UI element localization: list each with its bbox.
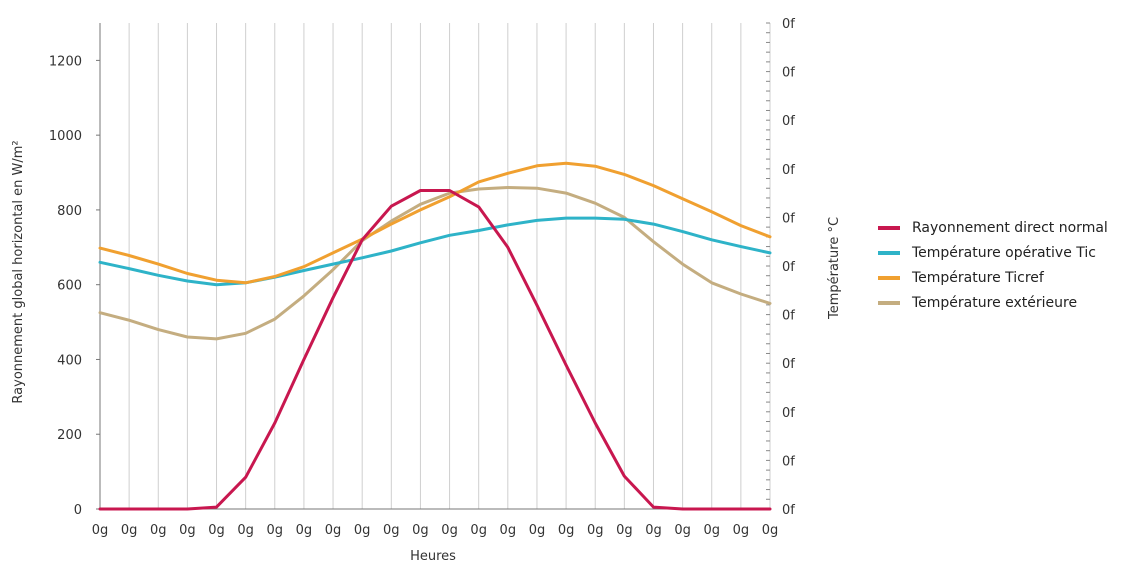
series-line-2 [98, 161, 772, 285]
x-axis-tick-label: 0g [354, 523, 371, 538]
legend-item: Température opérative Tic [878, 241, 1108, 265]
x-axis-tick-label: 0g [674, 523, 691, 538]
x-axis-tick-label: 0g [762, 523, 779, 538]
legend-swatch [878, 251, 900, 255]
x-axis-tick-label: 0g [267, 523, 284, 538]
legend-item: Rayonnement direct normal [878, 216, 1108, 240]
x-axis-tick-label: 0g [616, 523, 633, 538]
chart-legend: Rayonnement direct normal Température opé… [878, 216, 1108, 316]
x-axis-tick-label: 0g [325, 523, 342, 538]
chart-series [98, 161, 772, 511]
left-axis-tick-label: 400 [57, 353, 82, 368]
x-axis-tick-label: 0g [470, 523, 487, 538]
x-axis-tick-label: 0g [733, 523, 750, 538]
legend-swatch [878, 301, 900, 305]
left-axis-title: Rayonnement global horizontal en W/m² [11, 140, 26, 403]
legend-label: Température Ticref [912, 270, 1044, 286]
x-axis-tick-label: 0g [179, 523, 196, 538]
left-axis-tick-label: 1000 [49, 129, 82, 144]
right-axis-title: Température °C [827, 217, 842, 320]
x-axis-tick-label: 0g [92, 523, 109, 538]
x-axis-tick-label: 0g [237, 523, 254, 538]
x-axis-tick-label: 0g [558, 523, 575, 538]
right-axis-tick-label: 0f [782, 309, 795, 324]
left-axis-tick-label: 200 [57, 428, 82, 443]
x-axis-tick-label: 0g [412, 523, 429, 538]
chart-grid [99, 23, 771, 509]
right-axis-tick-label: 0f [782, 211, 795, 226]
x-axis-tick-label: 0g [208, 523, 225, 538]
series-line-0 [98, 189, 772, 511]
x-axis-tick-label: 0g [441, 523, 458, 538]
left-axis-ticks: 0 200 400 600 800 1000 1200 [49, 54, 100, 518]
right-axis-tick-label: 0f [782, 406, 795, 421]
x-axis-tick-label: 0g [703, 523, 720, 538]
right-axis-tick-label: 0f [782, 260, 795, 275]
legend-label: Rayonnement direct normal [912, 220, 1108, 236]
x-axis-tick-label: 0g [383, 523, 400, 538]
left-axis-tick-label: 0 [74, 503, 82, 518]
x-axis-title: Heures [410, 549, 456, 564]
legend-swatch [878, 276, 900, 280]
legend-swatch [878, 226, 900, 230]
right-axis-tick-label: 0f [782, 454, 795, 469]
x-axis-ticks: 0g 0g 0g 0g 0g 0g 0g 0g 0g 0g 0g 0g 0g 0g 0g 0g 0g 0g 0g 0g… [92, 523, 779, 538]
legend-label: Température opérative Tic [912, 245, 1096, 261]
left-axis-tick-label: 800 [57, 204, 82, 219]
legend-item: Température Ticref [878, 266, 1108, 290]
x-axis-tick-label: 0g [529, 523, 546, 538]
right-axis-tick-label: 0f [782, 163, 795, 178]
x-axis-tick-label: 0g [500, 523, 517, 538]
right-axis-ticks: 0f 0f 0f 0f 0f 0f 0f 0f 0f 0f 0f [766, 17, 795, 518]
right-axis-tick-label: 0f [782, 66, 795, 81]
x-axis-tick-label: 0g [150, 523, 167, 538]
legend-item: Température extérieure [878, 291, 1108, 315]
right-axis-tick-label: 0f [782, 17, 795, 32]
left-axis-tick-label: 600 [57, 279, 82, 294]
series-line-1 [98, 216, 772, 287]
right-axis-tick-label: 0f [782, 114, 795, 129]
right-axis-tick-label: 0f [782, 503, 795, 518]
right-axis-tick-label: 0f [782, 357, 795, 372]
legend-label: Température extérieure [912, 295, 1078, 311]
x-axis-tick-label: 0g [296, 523, 313, 538]
x-axis-tick-label: 0g [587, 523, 604, 538]
x-axis-tick-label: 0g [121, 523, 138, 538]
left-axis-tick-label: 1200 [49, 54, 82, 69]
series-line-3 [98, 186, 772, 341]
x-axis-tick-label: 0g [645, 523, 662, 538]
chart-axes [99, 23, 770, 510]
